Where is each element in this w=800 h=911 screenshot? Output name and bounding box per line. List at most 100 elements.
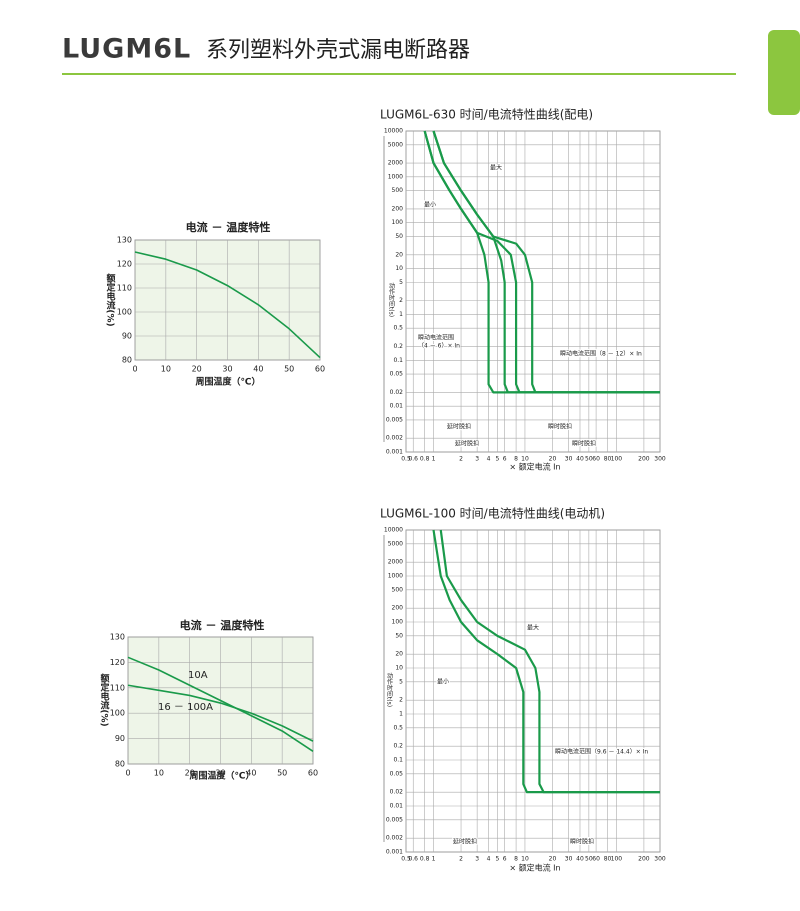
x-tick-label: 20	[185, 769, 195, 778]
y-tick-label: 0.02	[390, 789, 404, 796]
y-tick-label: 0.001	[386, 849, 403, 856]
x-tick-label: 8	[514, 856, 518, 863]
annotation: 延时脱扣	[455, 440, 479, 448]
y-axis-label: 动作时间t(s)	[386, 673, 393, 707]
y-tick-label: 1	[399, 711, 403, 718]
x-tick-label: 0	[125, 769, 130, 778]
x-tick-label: 300	[654, 456, 666, 463]
y-tick-label: 10	[395, 265, 403, 272]
y-tick-label: 2	[399, 697, 403, 704]
chart-title: 电流 － 温度特性	[186, 220, 271, 234]
y-tick-label: 90	[115, 734, 125, 743]
x-tick-label: 30	[565, 856, 573, 863]
series-label: 10A	[188, 670, 208, 681]
x-axis-label: 周围温度（℃）	[190, 770, 255, 782]
curve	[439, 529, 660, 794]
y-tick-label: 120	[110, 658, 125, 667]
y-tick-label: 110	[117, 284, 132, 293]
curve	[423, 130, 660, 394]
x-tick-label: 5	[496, 456, 500, 463]
y-tick-label: 110	[110, 683, 125, 692]
x-tick-label: 3	[475, 456, 479, 463]
x-tick-label: 40	[576, 456, 584, 463]
y-tick-label: 0.005	[386, 816, 403, 823]
chart-title: LUGM6L-100 时间/电流特性曲线(电动机)	[380, 506, 605, 521]
y-tick-label: 5000	[388, 540, 403, 547]
y-tick-label: 50	[395, 233, 403, 240]
annotation: 瞬动电流范围（9.6 － 14.4）× In	[555, 748, 648, 756]
annotation: 延时脱扣	[447, 423, 471, 431]
y-axis-label: 额定电流(%)	[99, 672, 111, 726]
y-tick-label: 50	[395, 632, 403, 639]
chart-title: LUGM6L-630 时间/电流特性曲线(配电)	[380, 107, 593, 122]
annotation: 延时脱扣	[453, 838, 477, 846]
y-tick-label: 0.2	[393, 343, 403, 350]
curve	[432, 529, 660, 794]
x-tick-label: 30	[222, 365, 232, 374]
y-tick-label: 0.1	[393, 757, 403, 764]
y-tick-label: 2000	[388, 160, 403, 167]
x-tick-label: 40	[246, 769, 256, 778]
x-tick-label: 100	[611, 456, 623, 463]
x-tick-label: 8	[514, 456, 518, 463]
x-tick-label: 50	[585, 456, 593, 463]
x-tick-label: 4	[487, 856, 491, 863]
y-tick-label: 130	[110, 633, 125, 642]
y-tick-label: 10	[395, 665, 403, 672]
x-tick-label: 10	[161, 365, 171, 374]
y-tick-label: 0.01	[390, 803, 404, 810]
x-tick-label: 0.6	[408, 856, 418, 863]
x-tick-label: 10	[521, 456, 529, 463]
y-tick-label: 90	[122, 332, 132, 341]
series-label: 16 － 100A	[158, 702, 213, 713]
x-tick-label: 20	[549, 456, 557, 463]
y-axis-label: 额定电流(%)	[105, 272, 117, 326]
x-tick-label: 100	[611, 856, 623, 863]
y-tick-label: 0.01	[390, 403, 404, 410]
x-tick-label: 2	[459, 856, 463, 863]
x-tick-label: 50	[284, 365, 294, 374]
x-tick-label: 20	[192, 365, 202, 374]
annotation: 最小	[437, 678, 449, 686]
y-tick-label: 20	[395, 651, 403, 658]
x-tick-label: 0.5	[401, 856, 411, 863]
y-tick-label: 10000	[384, 527, 403, 534]
x-tick-label: 3	[475, 856, 479, 863]
y-tick-label: 200	[392, 205, 404, 212]
y-tick-label: 100	[392, 219, 404, 226]
annotation: 瞬时脱扣	[548, 423, 572, 431]
x-tick-label: 50	[585, 856, 593, 863]
x-axis-label: × 额定电流 In	[509, 863, 560, 873]
y-tick-label: 200	[392, 605, 404, 612]
annotation: 最大	[490, 164, 502, 172]
y-tick-label: 0.2	[393, 743, 403, 750]
y-tick-label: 100	[110, 709, 125, 718]
x-tick-label: 200	[638, 856, 650, 863]
y-tick-label: 5	[399, 279, 403, 286]
y-tick-label: 80	[115, 760, 125, 769]
x-tick-label: 40	[253, 365, 263, 374]
annotation: 瞬动电流范围（8 － 12）× In	[560, 350, 642, 358]
curve	[134, 251, 321, 359]
x-tick-label: 0	[132, 365, 137, 374]
y-tick-label: 0.5	[393, 325, 403, 332]
y-tick-label: 0.002	[386, 435, 403, 442]
x-tick-label: 2	[459, 456, 463, 463]
y-tick-label: 5	[399, 678, 403, 685]
y-tick-label: 120	[117, 260, 132, 269]
y-tick-label: 500	[392, 586, 404, 593]
y-tick-label: 5000	[388, 141, 403, 148]
y-tick-label: 0.001	[386, 449, 403, 456]
x-tick-label: 300	[654, 856, 666, 863]
y-tick-label: 500	[392, 187, 404, 194]
y-tick-label: 2	[399, 297, 403, 304]
x-tick-label: 4	[487, 456, 491, 463]
x-tick-label: 30	[565, 456, 573, 463]
annotation: 最小	[424, 201, 436, 209]
y-tick-label: 0.05	[390, 770, 404, 777]
y-tick-label: 100	[392, 619, 404, 626]
curve	[127, 656, 314, 752]
x-tick-label: 60	[592, 456, 600, 463]
x-tick-label: 0.5	[401, 456, 411, 463]
